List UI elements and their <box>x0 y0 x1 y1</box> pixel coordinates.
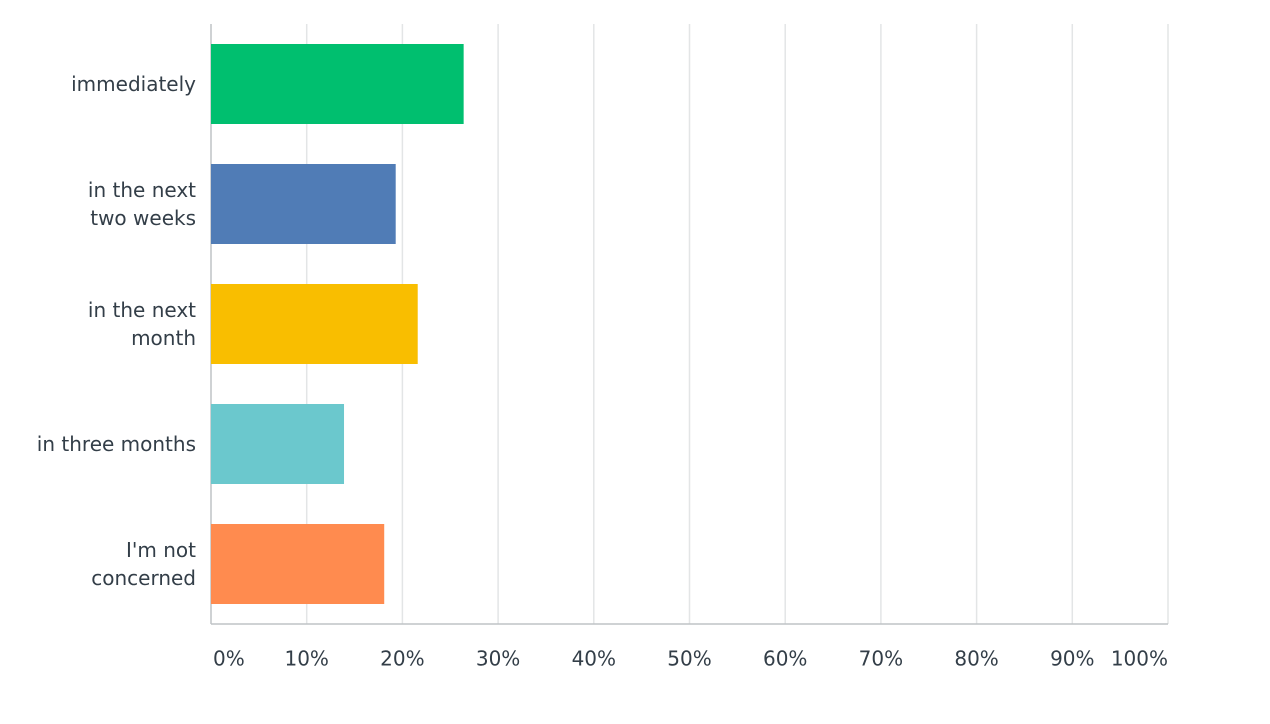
x-tick-label: 70% <box>859 647 903 671</box>
bar <box>211 164 396 244</box>
y-tick-label: immediately <box>71 72 196 96</box>
x-tick-label: 10% <box>284 647 328 671</box>
x-tick-label: 50% <box>667 647 711 671</box>
bar <box>211 44 464 124</box>
y-tick-label: in the next two weeks <box>87 178 196 230</box>
bar <box>211 524 385 604</box>
bar <box>211 404 345 484</box>
bar <box>211 284 418 364</box>
x-tick-label: 90% <box>1050 647 1094 671</box>
y-tick-label: in three months <box>36 432 196 456</box>
x-tick-label: 60% <box>763 647 807 671</box>
x-tick-label: 40% <box>572 647 616 671</box>
x-tick-label: 100% <box>1111 647 1168 671</box>
y-tick-label: in the next month <box>87 298 196 350</box>
x-tick-label: 20% <box>380 647 424 671</box>
y-tick-label: I'm not concerned <box>91 538 196 590</box>
x-tick-label: 0% <box>213 647 245 671</box>
x-tick-label: 30% <box>476 647 520 671</box>
x-tick-label: 80% <box>954 647 998 671</box>
